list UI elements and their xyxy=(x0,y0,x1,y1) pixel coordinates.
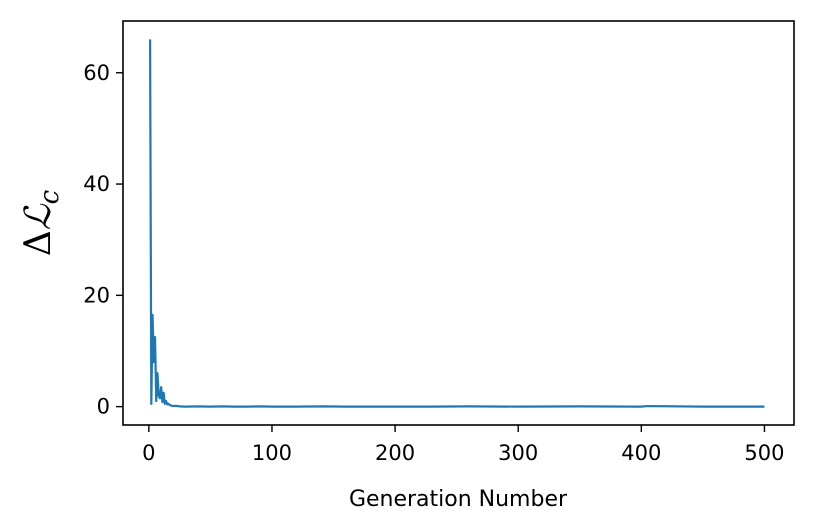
y-tick-label: 20 xyxy=(83,283,110,307)
x-tick-label: 0 xyxy=(142,441,155,465)
y-tick-label: 60 xyxy=(83,61,110,85)
y-label-subscript: c xyxy=(35,189,65,204)
svg-text:Δℒc: Δℒc xyxy=(18,189,65,256)
series-line xyxy=(148,39,765,408)
plot-area xyxy=(123,21,794,425)
x-tick-label: 200 xyxy=(375,441,415,465)
x-tick-label: 400 xyxy=(621,441,661,465)
x-tick-label: 100 xyxy=(252,441,292,465)
x-axis-label: Generation Number xyxy=(349,487,568,512)
y-axis-ticks: 0 20 40 60 xyxy=(83,61,123,419)
plot-frame xyxy=(122,20,795,426)
x-tick-label: 300 xyxy=(498,441,538,465)
y-label-script: ℒ xyxy=(18,203,59,230)
y-tick-label: 40 xyxy=(83,172,110,196)
x-tick-label: 500 xyxy=(744,441,784,465)
x-axis-ticks: 0 100 200 300 400 500 xyxy=(142,425,784,465)
y-label-delta: Δ xyxy=(18,230,59,256)
y-axis-label: Δℒc xyxy=(18,189,65,256)
y-tick-label: 0 xyxy=(97,395,110,419)
